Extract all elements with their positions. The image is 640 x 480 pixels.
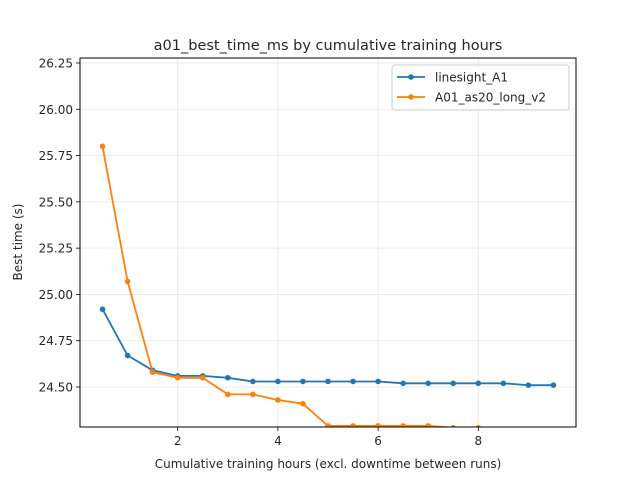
legend-label: linesight_A1	[435, 71, 508, 85]
data-point	[450, 424, 456, 427]
y-tick-label: 26.25	[39, 56, 73, 70]
data-point	[425, 380, 432, 387]
data-point	[224, 391, 231, 398]
legend-box	[391, 64, 570, 111]
chart-title: a01_best_time_ms by cumulative training …	[154, 38, 503, 54]
legend-marker	[408, 94, 414, 100]
y-tick-label: 24.75	[39, 334, 73, 348]
y-tick-label: 26.00	[39, 103, 73, 117]
data-point	[475, 424, 482, 427]
data-point	[325, 423, 331, 427]
data-point	[124, 278, 131, 285]
legend-label: A01_as20_long_v2	[435, 91, 546, 105]
data-point	[275, 378, 281, 385]
axes-frame	[79, 57, 577, 428]
legend: linesight_A1 A01_as20_long_v2	[391, 64, 570, 111]
data-point	[224, 374, 231, 381]
data-point	[149, 369, 156, 375]
y-tick-label: 25.50	[39, 195, 73, 209]
data-point	[375, 423, 381, 427]
data-point	[174, 374, 181, 381]
data-point	[400, 423, 406, 427]
y-tick-label: 25.75	[39, 149, 73, 163]
x-tick-label: 2	[174, 434, 182, 448]
data-point	[275, 397, 281, 403]
data-point	[300, 400, 306, 407]
x-tick-label: 6	[374, 434, 382, 448]
data-point	[475, 380, 482, 387]
y-tick-label: 24.50	[39, 381, 73, 395]
data-point	[199, 374, 206, 381]
data-point	[124, 352, 131, 359]
data-point	[250, 391, 256, 398]
data-point	[325, 378, 331, 385]
x-tick-label: 4	[274, 434, 282, 448]
data-point	[350, 423, 356, 427]
data-point	[375, 378, 381, 385]
y-tick-label: 25.00	[39, 288, 73, 302]
x-tick-label: 8	[474, 434, 482, 448]
y-axis-label: Best time (s)	[11, 204, 25, 281]
data-point	[425, 423, 432, 427]
data-point	[300, 378, 306, 385]
data-point	[525, 382, 532, 388]
data-point	[550, 382, 557, 388]
data-point	[250, 378, 256, 385]
data-point	[350, 378, 356, 385]
data-point	[99, 306, 106, 313]
data-point	[99, 143, 106, 150]
y-tick-label: 25.25	[39, 242, 73, 256]
series-A01_as20_long_v2	[99, 143, 555, 427]
data-point	[500, 380, 507, 387]
data-point	[400, 380, 406, 387]
x-axis-label: Cumulative training hours (excl. downtim…	[155, 457, 502, 471]
data-point	[450, 380, 457, 387]
legend-marker	[408, 74, 414, 80]
